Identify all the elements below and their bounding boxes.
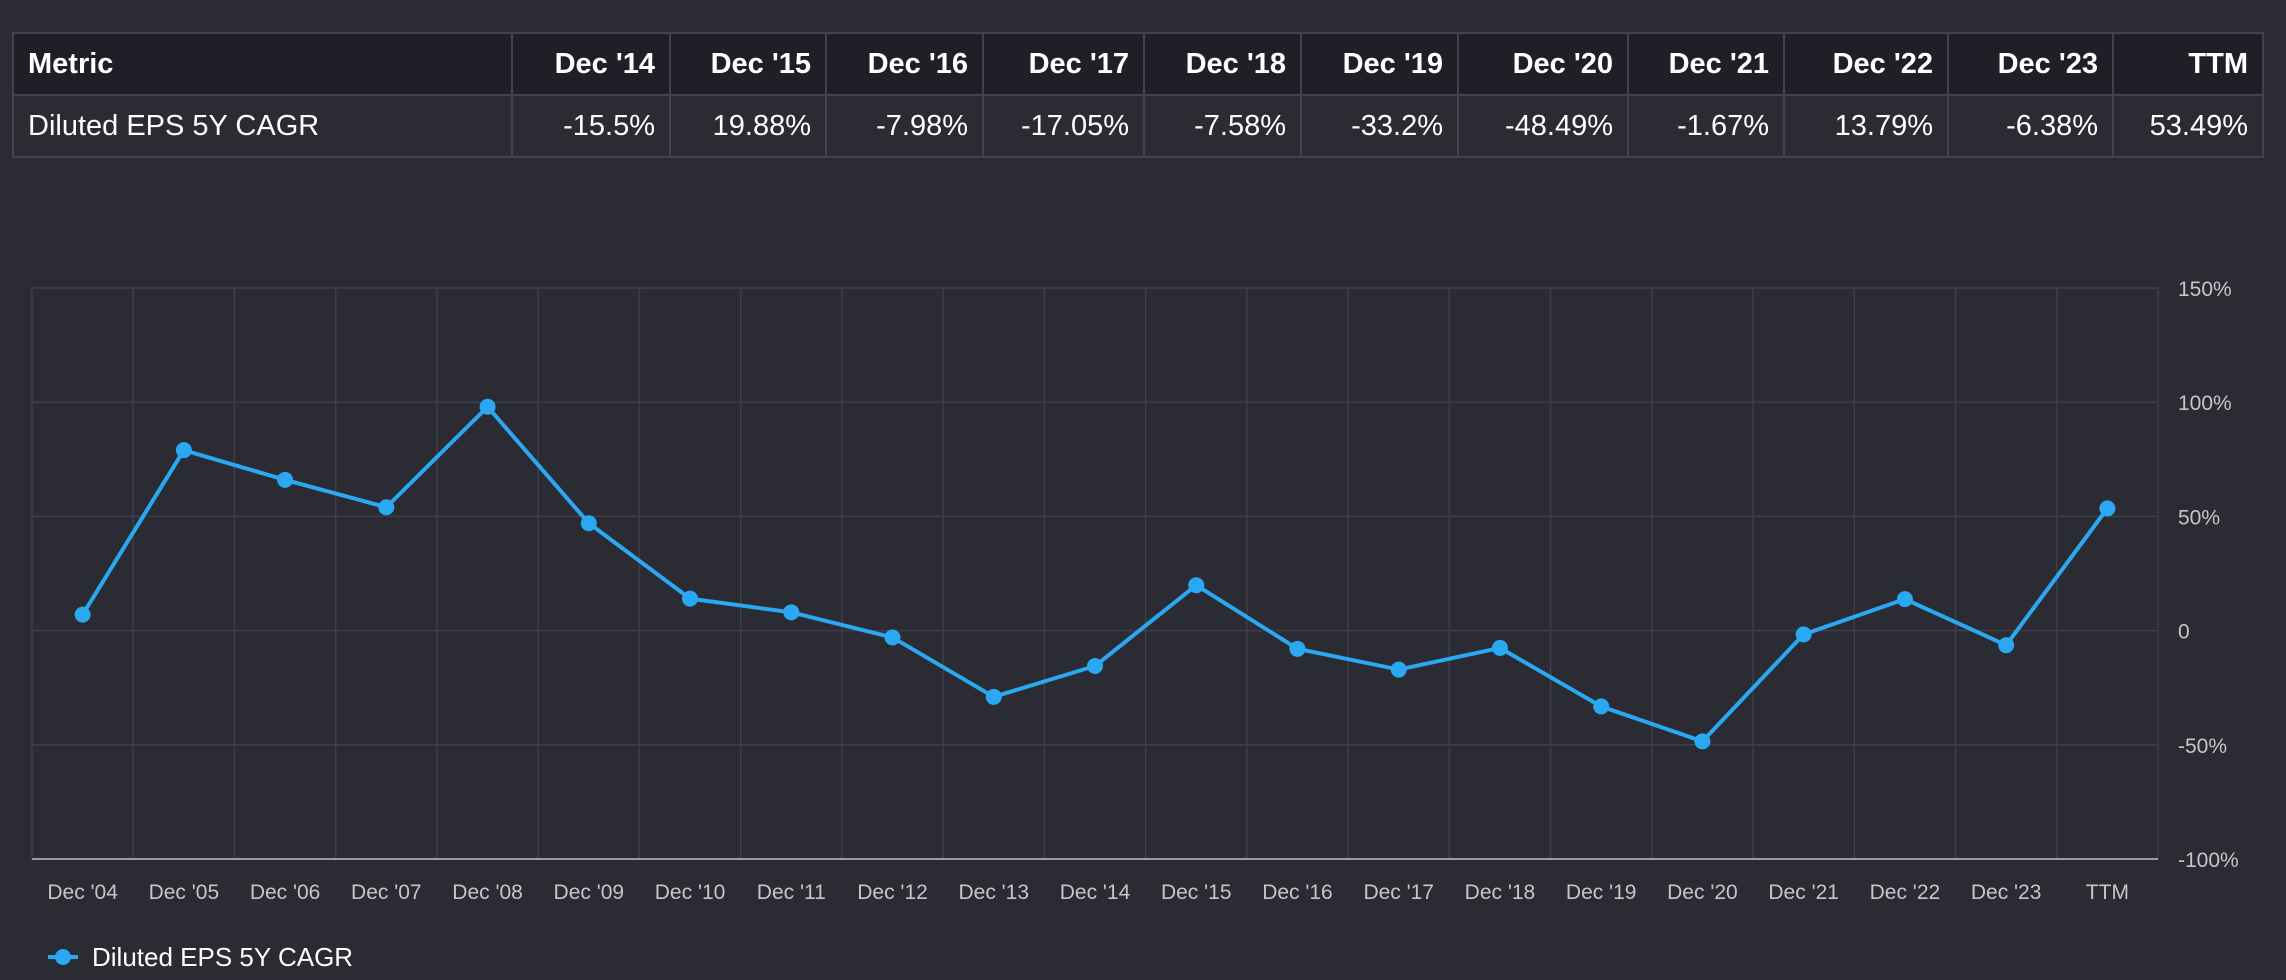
x-tick-label: Dec '06 (250, 881, 321, 904)
table-cell: 13.79% (1783, 94, 1949, 158)
series-line (80, 404, 2109, 744)
row-label: Diluted EPS 5Y CAGR (12, 94, 513, 158)
x-tick-label: Dec '13 (958, 881, 1029, 904)
column-header: Dec '14 (511, 32, 671, 96)
data-point (277, 471, 294, 488)
y-tick-label: 100% (2178, 392, 2232, 415)
data-point (1896, 591, 1913, 608)
table-cell: -15.5% (511, 94, 671, 158)
table-cell: 53.49% (2112, 94, 2264, 158)
data-point (1491, 639, 1508, 656)
data-point (580, 515, 597, 532)
column-header: Dec '17 (982, 32, 1145, 96)
y-tick-label: -50% (2178, 735, 2227, 758)
x-tick-label: Dec '09 (554, 881, 625, 904)
metrics-table: Metric Dec '14 Dec '15 Dec '16 Dec '17 Dec '1… (12, 32, 2264, 158)
plot-area-border (31, 287, 2159, 860)
x-tick-label: Dec '10 (655, 881, 726, 904)
x-tick-label: Dec '15 (1161, 881, 1232, 904)
x-tick-label: Dec '12 (857, 881, 928, 904)
data-point (74, 606, 91, 623)
table-cell: 19.88% (669, 94, 827, 158)
data-point (1087, 658, 1103, 675)
metrics-table-container: Metric Dec '14 Dec '15 Dec '16 Dec '17 Dec '1… (12, 32, 2264, 158)
data-point (1390, 661, 1407, 678)
column-header: TTM (2112, 32, 2264, 96)
x-tick-label: Dec '22 (1870, 881, 1941, 904)
table-cell: -48.49% (1457, 94, 1629, 158)
column-header: Dec '15 (669, 32, 827, 96)
x-tick-label: Dec '20 (1667, 881, 1738, 904)
data-point (175, 442, 192, 459)
column-header-metric: Metric (12, 32, 513, 96)
data-point (378, 499, 395, 516)
data-point (682, 590, 699, 607)
column-header: Dec '23 (1947, 32, 2114, 96)
table-cell: -33.2% (1300, 94, 1459, 158)
x-tick-label: Dec '04 (47, 881, 118, 904)
y-tick-label: -100% (2178, 849, 2239, 872)
data-point (1998, 637, 2015, 654)
table-cell: -6.38% (1947, 94, 2114, 158)
y-tick-label: 50% (2178, 506, 2220, 529)
y-tick-label: 150% (2178, 278, 2232, 301)
table-cell: -17.05% (982, 94, 1145, 158)
column-header: Dec '16 (825, 32, 984, 96)
x-tick-label: Dec '19 (1566, 881, 1637, 904)
x-tick-label: Dec '07 (351, 881, 422, 904)
column-header: Dec '19 (1300, 32, 1459, 96)
data-point (1593, 698, 1610, 715)
data-point (1694, 733, 1711, 750)
data-point (479, 398, 496, 415)
data-point (1188, 577, 1205, 594)
data-point (2099, 500, 2116, 517)
data-point (783, 604, 800, 621)
x-tick-label: Dec '17 (1363, 881, 1434, 904)
legend-label: Diluted EPS 5Y CAGR (92, 941, 354, 972)
chart-legend[interactable]: Diluted EPS 5Y CAGR (48, 942, 353, 972)
table-cell: -1.67% (1627, 94, 1785, 158)
x-tick-label: Dec '21 (1768, 881, 1839, 904)
table-cell: -7.98% (825, 94, 984, 158)
x-tick-label: Dec '14 (1060, 881, 1131, 904)
table-cell: -7.58% (1143, 94, 1302, 158)
table-header-row: Metric Dec '14 Dec '15 Dec '16 Dec '17 Dec '1… (12, 32, 2264, 96)
x-tick-label: Dec '11 (757, 881, 826, 904)
column-header: Dec '22 (1783, 32, 1949, 96)
x-tick-label: Dec '08 (452, 881, 523, 904)
table-body: Diluted EPS 5Y CAGR -15.5% 19.88% -7.98% -17… (12, 94, 2264, 158)
data-point (1289, 640, 1306, 657)
column-header: Dec '21 (1627, 32, 1785, 96)
column-header: Dec '20 (1457, 32, 1629, 96)
table-row: Diluted EPS 5Y CAGR -15.5% 19.88% -7.98% -17… (12, 94, 2264, 158)
column-header: Dec '18 (1143, 32, 1302, 96)
x-tick-label: Dec '23 (1971, 881, 2042, 904)
y-tick-label: 0 (2178, 621, 2190, 644)
x-tick-label: Dec '05 (149, 881, 220, 904)
legend-line-dot-icon (48, 947, 78, 967)
x-tick-label: Dec '18 (1465, 881, 1536, 904)
x-tick-label: Dec '16 (1262, 881, 1333, 904)
data-point (985, 688, 1002, 705)
x-tick-label: TTM (2086, 881, 2129, 904)
data-point (884, 629, 901, 646)
data-point (1795, 626, 1812, 643)
